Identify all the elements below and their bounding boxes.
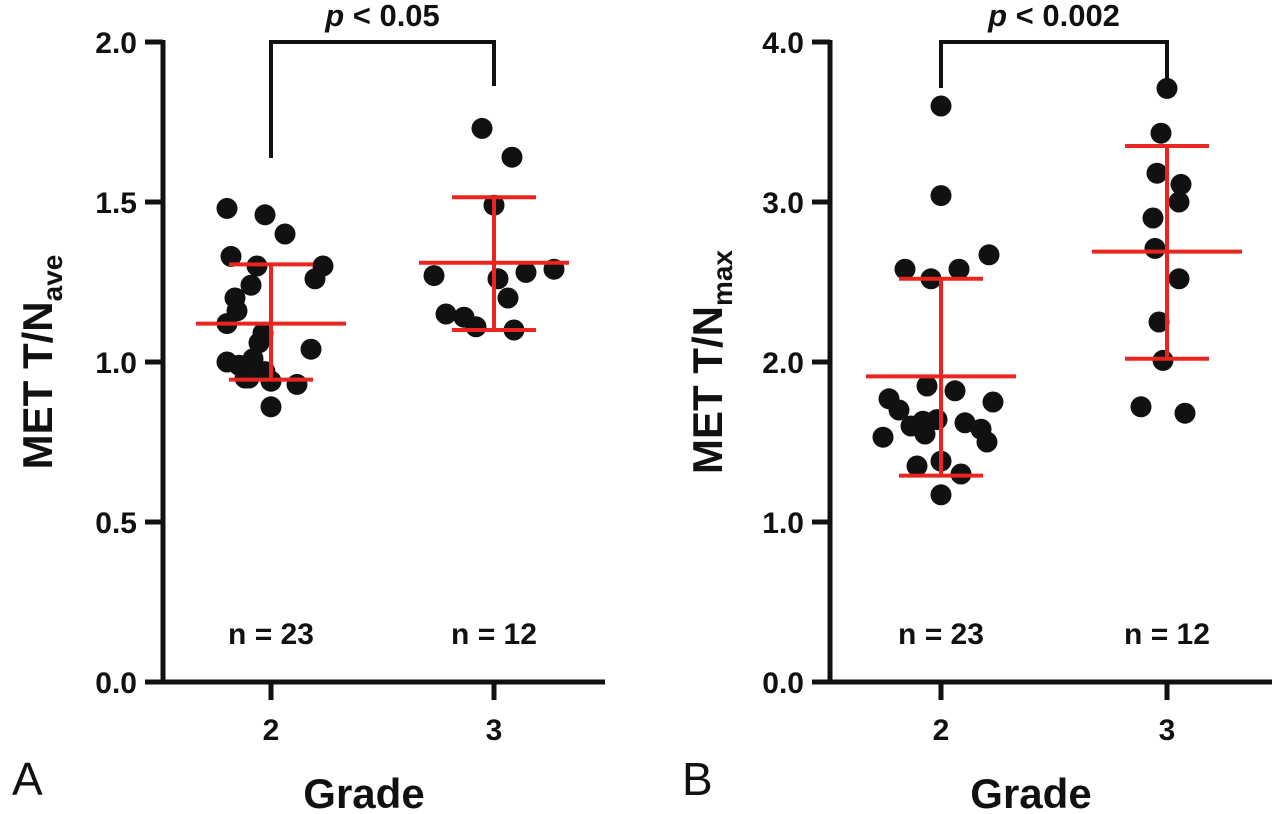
y-axis-title-subscript: max [707,250,738,306]
significance-bracket [269,40,496,158]
p-value-text: < 0.05 [344,0,440,33]
data-point [1130,396,1152,418]
data-point [1168,268,1190,290]
panel-a: 0.0 0.5 1.0 1.5 2.0 2 3 Grade MET T/Nave Ap < 0.0… [12,0,605,814]
data-point [930,185,952,207]
data-point [1142,207,1164,229]
data-point [954,412,976,434]
data-point [982,391,1004,413]
data-point [471,117,493,139]
data-point [1156,77,1178,99]
x-tick-label: 3 [486,714,503,747]
data-point [497,287,519,309]
panel-letter: A [12,753,43,805]
y-tick-label: 0.5 [95,507,137,540]
x-axis-title: Grade [970,770,1091,814]
data-point [930,95,952,117]
data-point [240,274,262,296]
data-point [435,303,457,325]
y-tick-label: 1.0 [95,347,137,380]
data-point [1174,402,1196,424]
y-tick-label: 3.0 [762,187,804,220]
data-point [1150,122,1172,144]
data-point [1168,191,1190,213]
data-point [976,431,998,453]
n-label: n = 12 [451,618,537,651]
panel-b: 0.0 1.0 2.0 3.0 4.0 2 3 Grade MET T/Nmax Bp < 0.0… [682,0,1272,814]
data-point [1146,162,1168,184]
data-point [894,258,916,280]
data-point [487,268,509,290]
n-label: n = 23 [228,618,314,651]
p-value-label: p < 0.05 [324,0,440,33]
data-point [423,265,445,287]
significance-bracket [939,40,1169,88]
data-point [1144,237,1166,259]
y-tick-label: 1.5 [95,187,137,220]
data-point [888,399,910,421]
y-tick-label: 0.0 [95,667,137,700]
data-point [906,455,928,477]
panel-letter: B [682,753,713,805]
data-point [930,484,952,506]
data-point [501,146,523,168]
x-tick-label: 2 [263,714,280,747]
data-point [948,258,970,280]
data-point [260,396,282,418]
y-axis-title-subscript: ave [37,255,68,302]
data-point [465,316,487,338]
y-tick-label: 1.0 [762,507,804,540]
y-axis-title: MET T/Nmax [684,250,738,474]
n-label: n = 12 [1124,618,1210,651]
p-value-text: < 0.002 [1007,0,1120,33]
data-point [916,375,938,397]
y-axis-title-main: MET T/N [684,306,731,474]
y-axis-title-main: MET T/N [14,301,61,469]
y-axis-title: MET T/Nave [14,255,68,470]
n-label: n = 23 [898,618,984,651]
data-point [978,244,1000,266]
data-point [944,380,966,402]
data-point [914,423,936,445]
x-tick-label: 3 [1159,714,1176,747]
y-tick-label: 2.0 [762,347,804,380]
data-point [304,268,326,290]
p-value-label: p < 0.002 [987,0,1120,33]
data-point [1148,311,1170,333]
data-point [254,204,276,226]
data-point [220,245,242,267]
p-symbol: p [324,0,344,33]
data-point [1170,173,1192,195]
p-symbol: p [987,0,1007,33]
data-point [872,426,894,448]
x-tick-label: 2 [933,714,950,747]
data-point [300,338,322,360]
x-axis-title: Grade [303,770,424,814]
y-tick-label: 4.0 [762,27,804,60]
y-tick-label: 2.0 [95,27,137,60]
data-point [286,373,308,395]
data-point [274,223,296,245]
data-point [515,261,537,283]
y-tick-label: 0.0 [762,667,804,700]
data-point [248,332,270,354]
data-point [216,197,238,219]
